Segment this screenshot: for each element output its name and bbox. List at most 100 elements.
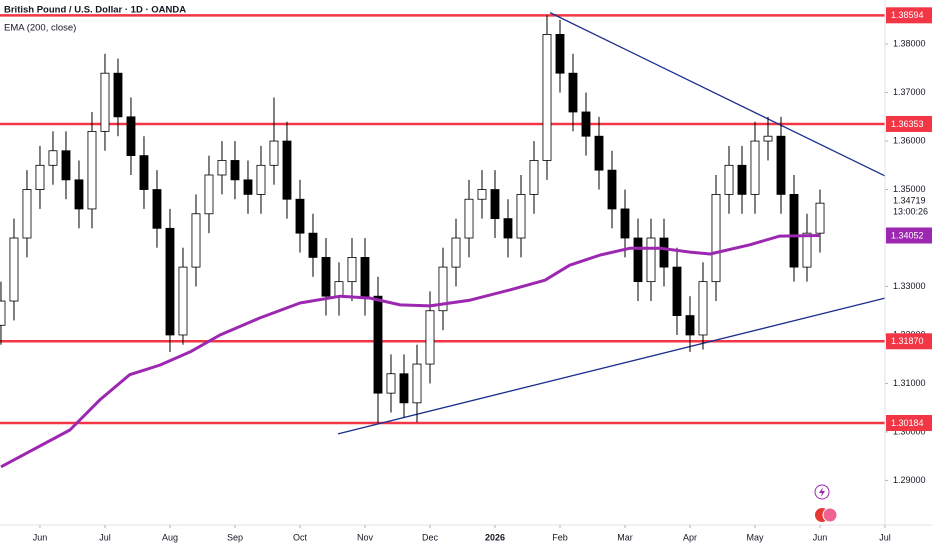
countdown-label: 13:00:26 xyxy=(893,207,928,217)
candle-body xyxy=(204,174,214,215)
y-tick-label: 1.30000 xyxy=(893,426,926,436)
candle-body xyxy=(542,34,552,161)
price-tag-label: 1.30184 xyxy=(891,418,924,428)
candle-body xyxy=(152,189,162,229)
x-tick-label: Jul xyxy=(99,532,111,542)
candle-body xyxy=(22,189,32,239)
x-tick-label: Apr xyxy=(683,532,697,542)
y-tick-label: 1.33000 xyxy=(893,281,926,291)
candle-body xyxy=(87,130,97,210)
candle-body xyxy=(191,213,201,268)
candle-body xyxy=(230,160,240,181)
price-tag-label: 1.34052 xyxy=(891,230,924,240)
candle-body xyxy=(269,140,279,166)
candle-body xyxy=(126,116,136,157)
candle-body xyxy=(633,237,643,283)
y-tick-label: 1.38000 xyxy=(893,38,926,48)
x-tick-label: Nov xyxy=(357,532,374,542)
y-tick-label: 1.31000 xyxy=(893,378,926,388)
x-tick-label: 2026 xyxy=(485,532,505,542)
candle-body xyxy=(334,281,344,297)
candle-body xyxy=(815,202,825,234)
candle-body xyxy=(438,266,448,312)
x-tick-label: Jul xyxy=(879,532,891,542)
event-icons xyxy=(814,484,838,523)
candle-body xyxy=(672,266,682,316)
candle-body xyxy=(620,208,630,239)
candle-body xyxy=(490,189,500,220)
price-tag xyxy=(886,115,932,132)
candle-body xyxy=(776,135,786,195)
candle-body xyxy=(503,218,513,239)
candle-body xyxy=(659,237,669,268)
event-icon[interactable] xyxy=(822,507,838,523)
candle-body xyxy=(724,164,734,195)
candle-body xyxy=(698,281,708,336)
candle-body xyxy=(74,179,84,210)
candle-body xyxy=(386,373,396,394)
x-tick-label: Mar xyxy=(617,532,633,542)
candle-body xyxy=(113,72,123,118)
candle-body xyxy=(373,295,383,394)
candle-body xyxy=(399,373,409,404)
y-tick-label: 1.35000 xyxy=(893,184,926,194)
candle-body xyxy=(139,155,149,190)
x-tick-label: Jun xyxy=(33,532,48,542)
candle-body xyxy=(48,150,58,166)
trend-line xyxy=(549,12,886,177)
candle-body xyxy=(0,300,6,326)
candle-body xyxy=(282,140,292,200)
price-tag xyxy=(886,333,932,350)
candle-body xyxy=(217,160,227,176)
x-tick-label: Oct xyxy=(293,532,308,542)
candle-body xyxy=(607,169,617,210)
candle-body xyxy=(412,363,422,404)
y-tick-label: 1.36000 xyxy=(893,135,926,145)
candle-body xyxy=(360,257,370,297)
candle-body xyxy=(295,198,305,234)
candle-body xyxy=(789,193,799,268)
price-tag-label: 1.36353 xyxy=(891,119,924,129)
candle-body xyxy=(61,150,71,181)
x-tick-label: May xyxy=(746,532,764,542)
candle-body xyxy=(646,237,656,283)
indicator-label: EMA (200, close) xyxy=(4,23,76,34)
candle-body xyxy=(9,237,19,302)
candle-body xyxy=(347,257,357,283)
candle-body xyxy=(321,257,331,297)
candle-body xyxy=(737,164,747,195)
candle-body xyxy=(425,310,435,365)
candle-body xyxy=(711,193,721,283)
y-tick-label: 1.29000 xyxy=(893,475,926,485)
price-tag xyxy=(886,415,932,432)
price-tag xyxy=(886,7,932,24)
lightning-icon xyxy=(819,487,825,497)
candle-body xyxy=(763,135,773,142)
ema-line xyxy=(0,234,821,469)
x-tick-label: Dec xyxy=(422,532,439,542)
candle-body xyxy=(477,189,487,200)
price-tag-label: 1.31870 xyxy=(891,336,924,346)
candle-body xyxy=(750,140,760,195)
x-tick-label: Feb xyxy=(552,532,568,542)
trend-line xyxy=(337,297,886,435)
candle-body xyxy=(594,135,604,171)
candle-body xyxy=(568,72,578,113)
candle-body xyxy=(35,164,45,190)
candle-body xyxy=(581,111,591,137)
x-tick-label: Aug xyxy=(162,532,178,542)
candle-body xyxy=(555,34,565,74)
candle-body xyxy=(802,232,812,268)
x-tick-label: Sep xyxy=(227,532,243,542)
candle-body xyxy=(256,164,266,195)
y-tick-label: 1.37000 xyxy=(893,87,926,97)
candle-body xyxy=(529,160,539,195)
candle-body xyxy=(165,227,175,336)
candle-body xyxy=(178,266,188,336)
x-tick-label: Jun xyxy=(813,532,828,542)
price-tag-label: 1.38594 xyxy=(891,10,924,20)
candle-body xyxy=(243,179,253,195)
